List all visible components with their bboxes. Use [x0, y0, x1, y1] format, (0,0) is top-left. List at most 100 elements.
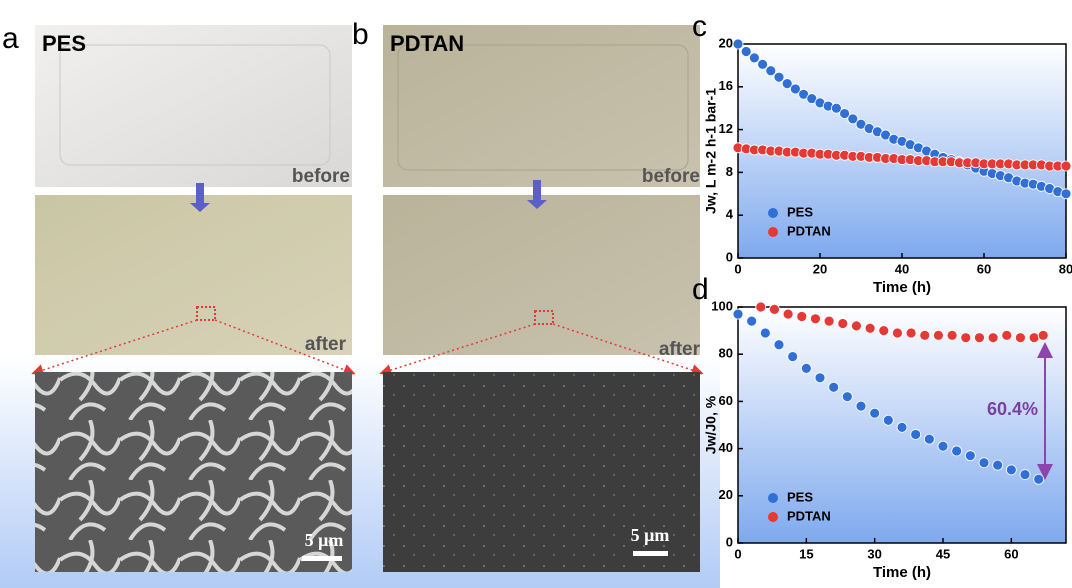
after-label: after — [659, 339, 701, 360]
data-point — [732, 38, 744, 50]
data-point — [937, 440, 949, 452]
data-point — [1028, 332, 1040, 344]
data-point — [759, 327, 771, 339]
data-point — [905, 327, 917, 339]
data-point — [740, 46, 752, 57]
photo-panel-b: b PDTAN before after 5 μm — [352, 18, 704, 572]
sem-image — [383, 372, 700, 572]
data-point — [1019, 469, 1031, 480]
data-point — [896, 421, 908, 433]
x-tick-label: 20 — [813, 261, 827, 276]
panel-letter: a — [2, 22, 19, 55]
x-tick-label: 60 — [1004, 546, 1018, 561]
photo — [35, 25, 352, 187]
data-point — [974, 332, 985, 344]
data-point — [755, 301, 767, 313]
data-point — [1037, 329, 1049, 341]
data-point — [765, 65, 777, 77]
scale-label: 5 μm — [305, 530, 344, 550]
legend-label: PES — [787, 204, 813, 219]
data-point — [773, 339, 785, 351]
data-point — [1005, 464, 1017, 476]
y-tick-label: 20 — [719, 35, 733, 50]
y-tick-label: 0 — [726, 249, 733, 264]
zoom-line — [214, 319, 356, 376]
y-tick-label: 100 — [711, 298, 733, 313]
legend-marker — [768, 493, 778, 503]
zoom-line — [379, 323, 536, 376]
scale-label: 5 μm — [631, 525, 670, 545]
data-point — [800, 362, 812, 374]
x-axis-label: Time (h) — [873, 564, 931, 581]
x-tick-label: 60 — [977, 261, 991, 276]
zoom-line — [552, 323, 704, 376]
y-tick-label: 40 — [719, 440, 733, 455]
zoom-box — [534, 310, 554, 325]
data-point — [828, 381, 840, 393]
photo — [383, 195, 700, 355]
data-point — [796, 311, 808, 322]
data-point — [960, 332, 972, 344]
data-point — [773, 71, 785, 83]
data-point — [1060, 188, 1072, 200]
chart: 0 20 40 60 80 100 0 15 30 45 60 Time (h) Jw/J0, % d PE… — [692, 273, 1067, 581]
panel-letter: b — [352, 18, 369, 51]
photo — [383, 25, 700, 187]
data-point — [1001, 329, 1013, 341]
legend-marker — [768, 208, 778, 218]
data-point — [882, 414, 894, 426]
zoom-box — [196, 306, 216, 321]
data-point — [1033, 473, 1045, 485]
data-point — [869, 407, 881, 419]
x-tick-label: 0 — [734, 261, 741, 276]
data-point — [814, 372, 826, 384]
data-point — [1060, 160, 1072, 172]
y-tick-label: 4 — [726, 207, 734, 222]
after-label: after — [305, 334, 347, 355]
y-tick-label: 8 — [726, 164, 733, 179]
y-axis-label: Jw, L m-2 h-1 bar-1 — [703, 88, 719, 214]
data-point — [823, 315, 835, 327]
photo-panel-a: a PES before after 5 μm — [2, 22, 356, 572]
arrow — [190, 183, 210, 212]
data-point — [864, 322, 876, 334]
x-axis-label: Time (h) — [873, 279, 931, 296]
panel-letter: d — [692, 273, 709, 306]
data-point — [987, 332, 999, 344]
panel-title: PDTAN — [390, 31, 464, 56]
before-label: before — [642, 166, 700, 187]
legend-label: PES — [787, 489, 813, 504]
arrow — [527, 180, 547, 209]
photo — [35, 195, 352, 355]
data-point — [782, 308, 794, 320]
y-tick-label: 80 — [719, 346, 733, 361]
data-point — [964, 450, 976, 462]
data-point — [933, 329, 944, 341]
y-axis-label: Jw/J0, % — [703, 395, 719, 454]
outline — [397, 44, 689, 171]
x-tick-label: 0 — [734, 546, 741, 561]
data-point — [746, 315, 758, 327]
legend-marker — [768, 512, 778, 522]
y-tick-label: 20 — [719, 487, 733, 502]
data-point — [951, 445, 963, 457]
x-tick-label: 15 — [799, 546, 813, 561]
data-point — [781, 78, 793, 89]
data-point — [847, 113, 859, 125]
data-point — [831, 102, 842, 114]
data-point — [878, 325, 890, 337]
data-point — [732, 308, 744, 320]
y-tick-label: 12 — [719, 121, 733, 136]
outline — [59, 44, 331, 166]
y-tick-label: 0 — [726, 534, 733, 549]
annotation: 60.4% — [987, 399, 1038, 419]
y-tick-label: 60 — [719, 393, 733, 408]
zoom-line — [31, 319, 198, 376]
data-point — [855, 400, 867, 412]
legend-label: PDTAN — [787, 223, 831, 238]
data-point — [839, 108, 850, 119]
x-tick-label: 45 — [936, 546, 950, 561]
x-tick-label: 40 — [895, 261, 909, 276]
sem-image — [35, 372, 352, 572]
data-point — [841, 391, 853, 403]
